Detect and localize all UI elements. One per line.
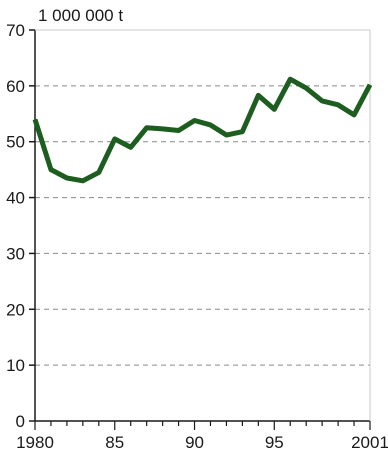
y-tick-label-20: 20 — [6, 300, 25, 319]
tick-labels: 0 10 20 30 40 50 60 70 1980 85 90 95 2001 — [6, 21, 388, 452]
y-axis-unit-label: 1 000 000 t — [38, 6, 123, 25]
y-tick-label-10: 10 — [6, 356, 25, 375]
y-tick-label-70: 70 — [6, 21, 25, 40]
axes — [34, 29, 371, 422]
grid-lines — [35, 85, 370, 366]
y-tick-label-0: 0 — [16, 412, 25, 431]
axis-ticks — [29, 29, 371, 430]
y-tick-label-30: 30 — [6, 244, 25, 263]
series-line-0 — [32, 76, 373, 184]
y-tick-label-60: 60 — [6, 77, 25, 96]
x-tick-label-2001: 2001 — [351, 433, 388, 452]
series — [32, 76, 373, 184]
x-tick-label-1980: 1980 — [16, 433, 54, 452]
y-tick-label-50: 50 — [6, 133, 25, 152]
x-tick-label-85: 85 — [105, 433, 124, 452]
x-tick-label-95: 95 — [265, 433, 284, 452]
y-tick-label-40: 40 — [6, 189, 25, 208]
x-tick-label-90: 90 — [185, 433, 204, 452]
